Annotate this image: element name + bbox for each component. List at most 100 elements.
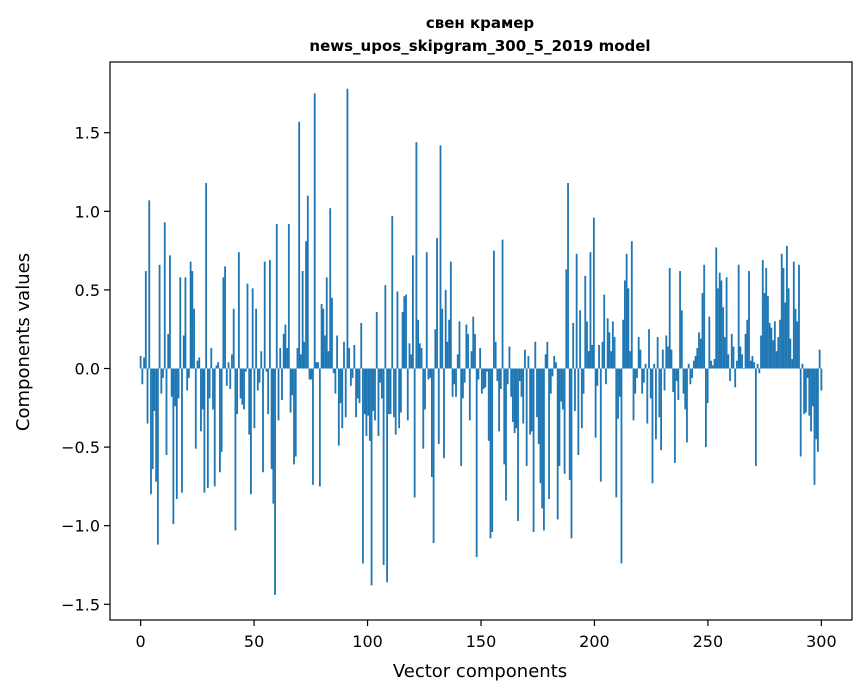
- bar: [444, 289, 447, 369]
- bar: [205, 183, 208, 369]
- bar: [623, 280, 626, 369]
- bar: [448, 319, 451, 369]
- bar: [413, 368, 416, 498]
- bar: [772, 340, 775, 369]
- bar: [344, 368, 347, 418]
- bar: [687, 363, 690, 369]
- bar: [818, 349, 821, 369]
- bar: [441, 308, 444, 369]
- bar: [637, 337, 640, 369]
- bar: [310, 368, 313, 380]
- bar: [543, 368, 545, 531]
- bar: [696, 348, 699, 369]
- bar: [639, 349, 642, 369]
- bar: [734, 368, 737, 388]
- bar: [499, 368, 502, 389]
- bar: [387, 368, 390, 415]
- bar: [649, 368, 652, 399]
- bar: [715, 247, 718, 369]
- bar: [156, 368, 159, 545]
- bar: [222, 277, 225, 369]
- bar: [463, 368, 466, 383]
- bar: [727, 354, 730, 369]
- bar: [660, 368, 663, 451]
- bar: [467, 333, 469, 369]
- bar: [815, 368, 818, 440]
- bar: [541, 368, 544, 509]
- bar: [363, 368, 366, 415]
- bar: [258, 368, 261, 383]
- bar: [787, 288, 790, 369]
- bar: [694, 355, 697, 369]
- bar: [358, 368, 361, 404]
- bar: [224, 266, 226, 369]
- bar: [451, 368, 454, 397]
- bar: [537, 368, 540, 444]
- bar: [331, 297, 333, 369]
- bar: [663, 368, 666, 391]
- bar: [513, 368, 516, 433]
- bar: [253, 368, 256, 429]
- bar: [718, 272, 721, 369]
- bar: [598, 344, 600, 369]
- bar: [382, 368, 385, 565]
- bar: [472, 316, 475, 369]
- bar: [677, 368, 680, 400]
- bar: [250, 368, 252, 495]
- bar: [206, 368, 209, 488]
- bar: [425, 252, 428, 369]
- y-tick-label: −1.0: [61, 517, 100, 536]
- bar: [398, 368, 401, 429]
- bar: [548, 368, 550, 499]
- bar: [429, 368, 432, 378]
- bar: [701, 293, 704, 369]
- bar: [648, 329, 650, 369]
- bar: [313, 93, 316, 369]
- bar: [225, 368, 228, 386]
- bar: [810, 368, 812, 432]
- bar: [699, 338, 702, 369]
- bar: [615, 368, 618, 498]
- bar: [720, 280, 723, 369]
- bar: [692, 360, 695, 369]
- bar: [401, 311, 404, 369]
- bar: [749, 360, 752, 369]
- bar: [568, 368, 571, 481]
- bar: [308, 368, 311, 380]
- x-axis-label: Vector components: [393, 661, 567, 682]
- bar: [477, 368, 480, 380]
- bar: [462, 368, 464, 399]
- bar: [611, 321, 614, 369]
- bar: [151, 368, 154, 470]
- bar: [449, 261, 452, 369]
- bar: [406, 368, 409, 421]
- bar: [219, 368, 221, 473]
- bar: [479, 348, 482, 369]
- bar: [360, 322, 363, 369]
- bar: [729, 368, 731, 382]
- bar: [556, 368, 559, 520]
- bar: [591, 344, 594, 369]
- bar: [436, 238, 438, 369]
- bar: [780, 253, 783, 369]
- y-tick-label: −0.5: [61, 438, 100, 457]
- bar: [443, 368, 445, 459]
- bar: [279, 348, 282, 369]
- bar: [351, 368, 354, 378]
- bar: [237, 252, 240, 369]
- bar: [489, 368, 492, 539]
- bar: [798, 264, 800, 369]
- bar: [301, 271, 304, 369]
- bar: [312, 368, 314, 485]
- bar: [484, 368, 487, 388]
- bar: [785, 245, 788, 369]
- bar: [410, 354, 413, 369]
- bar: [260, 351, 263, 369]
- bar: [408, 343, 411, 369]
- bar: [606, 318, 609, 369]
- bar: [524, 349, 526, 369]
- bar: [234, 368, 237, 531]
- bar: [167, 333, 170, 369]
- bar: [744, 333, 747, 369]
- bar: [753, 362, 756, 369]
